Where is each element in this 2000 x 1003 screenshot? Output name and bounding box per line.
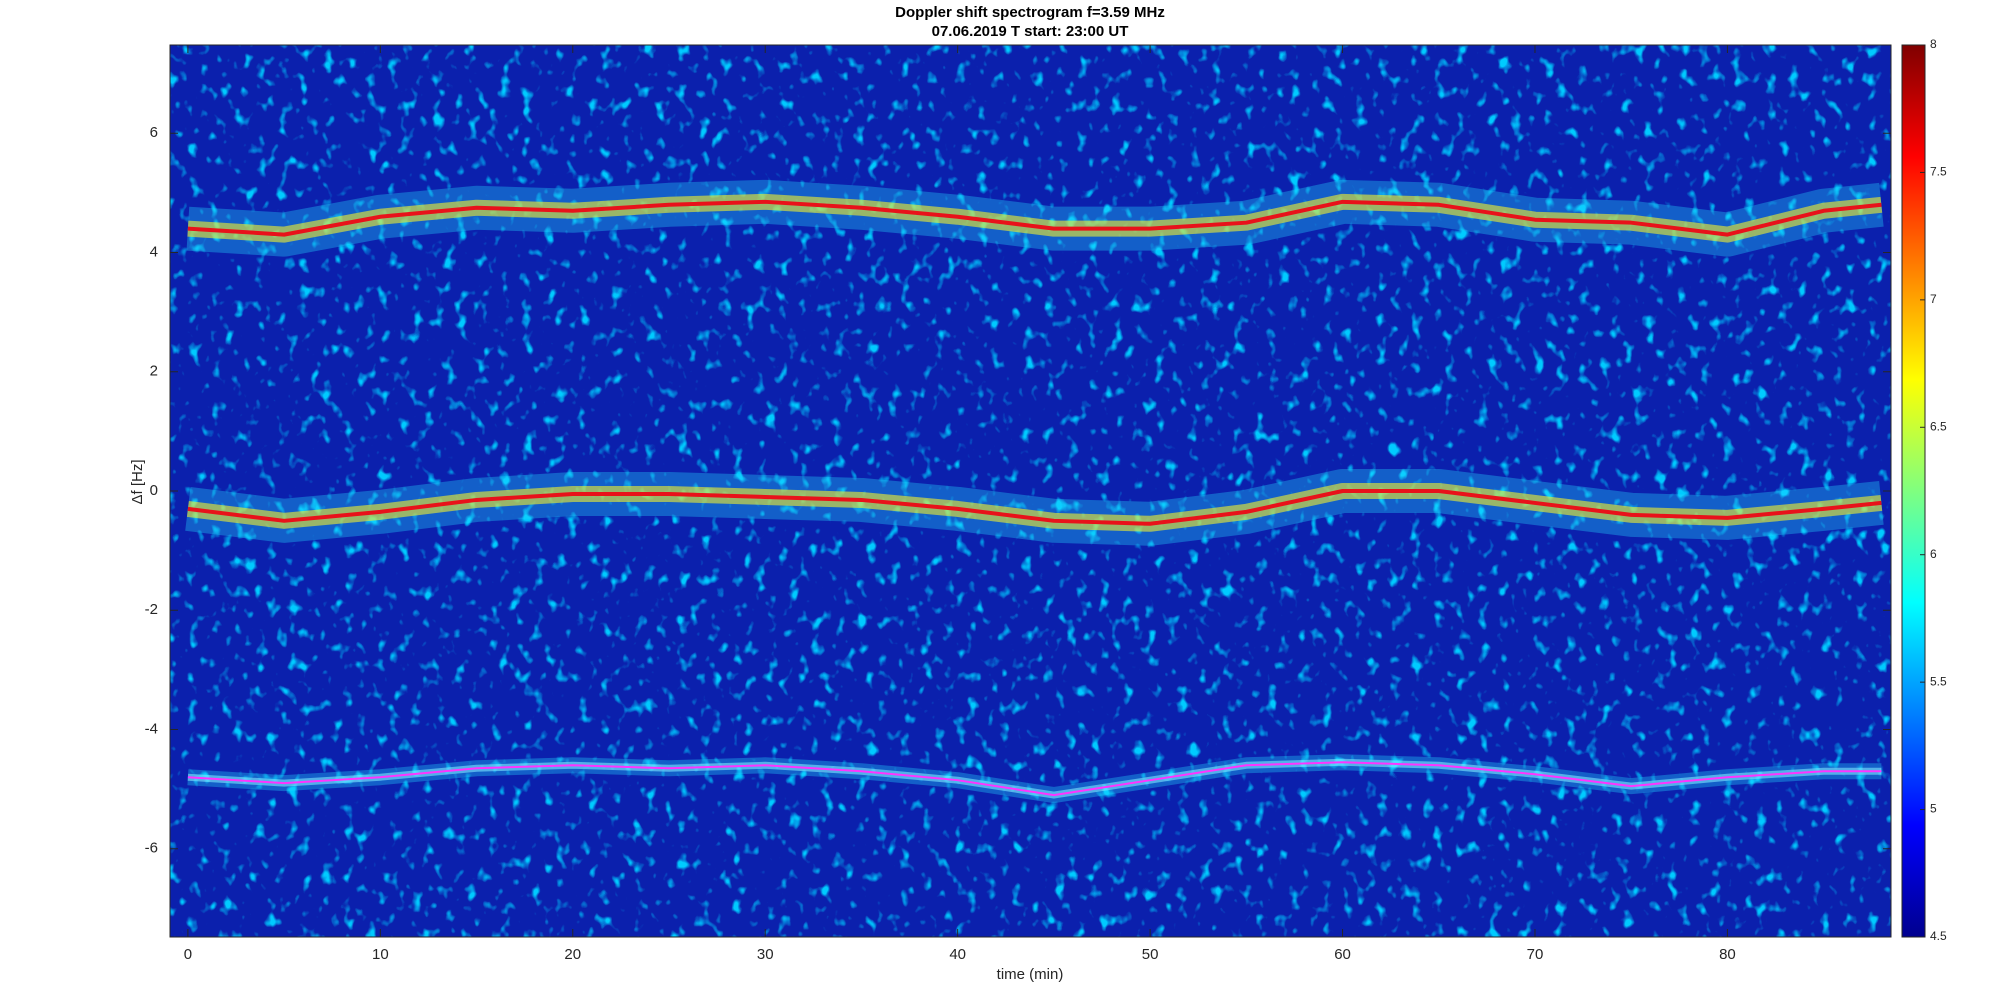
y-tick-label: 4 [150,243,158,260]
y-tick-label: 6 [150,124,158,141]
colorbar [1901,44,1926,938]
colorbar-tick-label: 7 [1930,292,1937,306]
colorbar-tick-label: 6 [1930,547,1937,561]
x-tick-label: 40 [949,946,966,963]
colorbar-tick-label: 7.5 [1930,165,1947,179]
x-axis-label: time (min) [997,966,1064,983]
y-tick-label: -2 [145,601,158,618]
band-trace [187,489,1882,526]
x-tick-label: 20 [564,946,581,963]
y-tick-label: 2 [150,363,158,380]
colorbar-tick-label: 4.5 [1930,929,1947,943]
x-tick-label: 70 [1527,946,1544,963]
x-tick-label: 50 [1142,946,1159,963]
x-tick-label: 10 [372,946,389,963]
band-trace [187,199,1882,237]
colorbar-tick-label: 5 [1930,802,1937,816]
colorbar-tick-label: 6.5 [1930,419,1947,433]
x-tick-label: 30 [757,946,774,963]
x-tick-label: 0 [184,946,192,963]
y-tick-label: 0 [150,482,158,499]
y-axis-label: Δf [Hz] [129,459,146,504]
bands [185,179,1884,804]
x-tick-label: 60 [1334,946,1351,963]
chart-title: Doppler shift spectrogram f=3.59 MHz [895,4,1165,21]
y-tick-label: -4 [145,720,158,737]
band-trace [187,761,1882,797]
colorbar-tick-label: 5.5 [1930,674,1947,688]
colorbar-tick-label: 8 [1930,37,1937,51]
y-tick-label: -6 [145,840,158,857]
chart-subtitle: 07.06.2019 T start: 23:00 UT [932,23,1129,40]
x-tick-label: 80 [1719,946,1736,963]
